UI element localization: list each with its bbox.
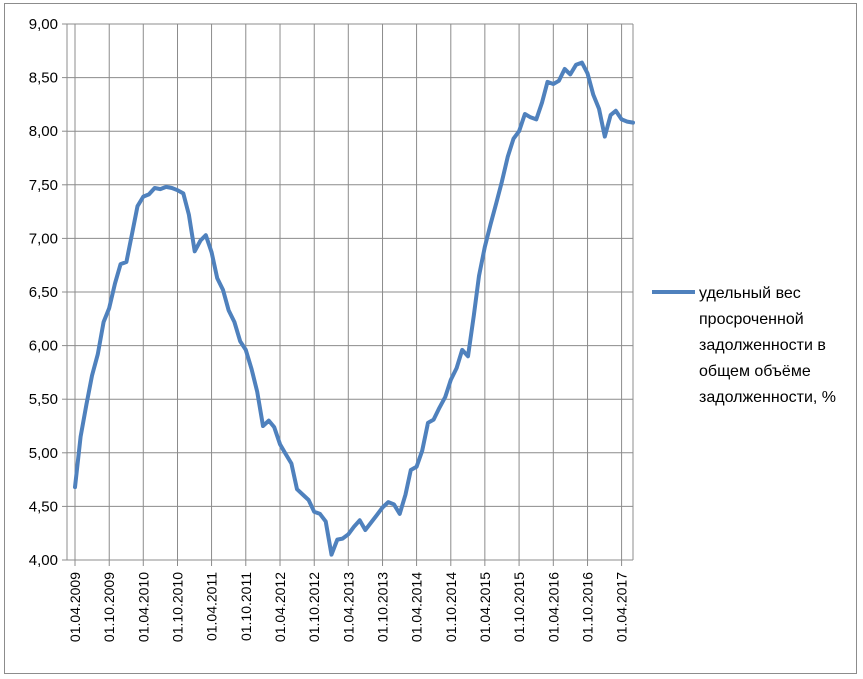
legend-label: задолженности в — [699, 337, 826, 354]
x-tick-label: 01.04.2016 — [545, 572, 561, 642]
x-tick-label: 01.10.2011 — [238, 572, 254, 641]
x-tick-label: 01.10.2016 — [580, 572, 596, 642]
legend: удельный вес просроченной задолженности в о… — [652, 285, 836, 406]
x-tick-label: 01.10.2013 — [375, 572, 391, 642]
x-tick-label: 01.04.2017 — [614, 572, 630, 642]
series-layer — [73, 60, 635, 557]
x-tick-label: 01.04.2010 — [135, 572, 151, 642]
y-tick-label: 8,00 — [29, 123, 58, 140]
y-tick-label: 8,50 — [29, 70, 58, 87]
x-tick-label: 01.10.2009 — [101, 572, 117, 642]
x-tick-label: 01.10.2015 — [511, 572, 527, 642]
legend-label: задолженности, % — [699, 389, 836, 406]
y-tick-label: 6,00 — [29, 338, 58, 355]
legend-label: просроченной — [699, 311, 804, 328]
y-tick-label: 7,50 — [29, 177, 58, 194]
x-tick-label: 01.10.2010 — [170, 572, 186, 642]
x-tick-label: 01.04.2015 — [477, 572, 493, 642]
x-tick-label: 01.10.2014 — [443, 572, 459, 642]
y-tick-label: 4,00 — [29, 552, 58, 569]
y-tick-label: 5,00 — [29, 445, 58, 462]
chart-frame — [4, 3, 857, 674]
y-axis-tick-labels: 4,00 4,50 5,00 5,50 6,00 6,50 7,00 7,50 8,00 8,50… — [29, 16, 58, 569]
y-tick-label: 6,50 — [29, 284, 58, 301]
y-tick-label: 7,00 — [29, 230, 58, 247]
x-tick-label: 01.04.2009 — [67, 572, 83, 642]
x-tick-label: 01.04.2011 — [204, 572, 220, 641]
x-tick-label: 01.04.2012 — [272, 572, 288, 642]
grid-lines — [62, 23, 634, 566]
x-axis-tick-labels: 01.04.2009 01.10.2009 01.04.2010 01.10.2010… — [67, 572, 630, 642]
series-line — [73, 60, 635, 557]
y-tick-label: 4,50 — [29, 498, 58, 515]
legend-label: общем объёме — [699, 363, 811, 380]
x-tick-label: 01.10.2012 — [306, 572, 322, 642]
x-tick-label: 01.04.2013 — [340, 572, 356, 642]
y-tick-label: 5,50 — [29, 391, 58, 408]
legend-label: удельный вес — [699, 285, 801, 302]
x-tick-label: 01.04.2014 — [409, 572, 425, 642]
y-tick-label: 9,00 — [29, 16, 58, 33]
